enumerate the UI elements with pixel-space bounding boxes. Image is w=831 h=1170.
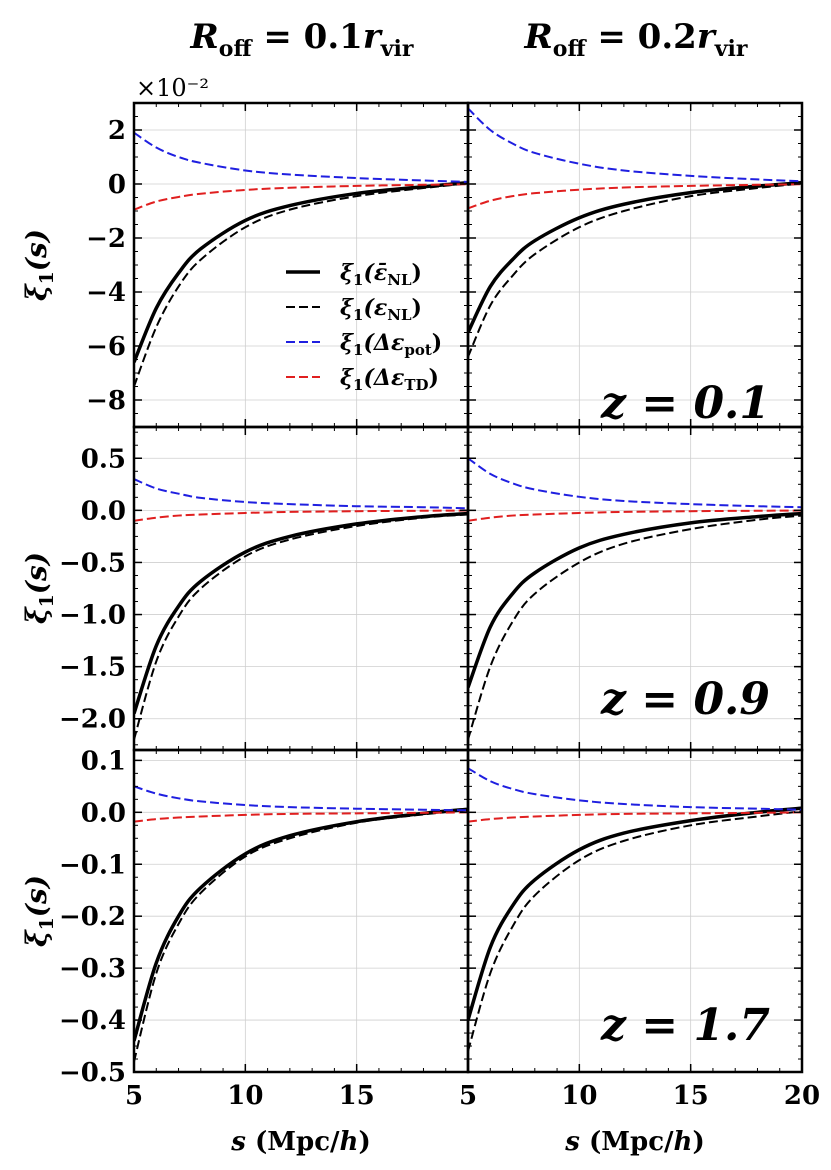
y-tick-label: −0.4 — [59, 1006, 126, 1036]
y-tick-label: −0.3 — [59, 954, 126, 984]
series-line — [468, 767, 802, 811]
redshift-label-row2: z = 0.9 — [600, 674, 770, 725]
y-axis-label-row3: ξ1(s) — [20, 875, 58, 947]
series-line — [468, 806, 802, 1021]
x-axis-label-col2: s (Mpc/h) — [564, 1127, 705, 1157]
redshift-label-row1: z = 0.1 — [600, 378, 770, 429]
series-line — [134, 807, 468, 1042]
series-line — [468, 811, 802, 823]
y-offset-text: ×10⁻² — [136, 74, 209, 102]
y-tick-label: 0.0 — [81, 496, 126, 526]
y-tick-label: −1.5 — [59, 653, 126, 683]
y-tick-label: −0.2 — [59, 902, 126, 932]
series-line — [134, 785, 468, 812]
series-line — [134, 811, 468, 823]
y-tick-label: −1.0 — [59, 601, 126, 631]
legend-label: ξ1(εNL) — [340, 295, 422, 324]
series-line — [468, 107, 802, 183]
series-group — [134, 785, 468, 1062]
y-tick-label: 0.5 — [81, 444, 126, 474]
series-line — [134, 509, 468, 522]
series-line — [468, 183, 802, 210]
y-tick-label: 2 — [108, 116, 126, 146]
y-tick-label: −0.1 — [59, 850, 126, 880]
series-line — [468, 810, 802, 1052]
legend-label: ξ1(Δεpot) — [340, 330, 442, 359]
x-tick-label: 10 — [561, 1081, 597, 1111]
panel-row1-col2 — [466, 101, 804, 429]
y-tick-label: −0.5 — [59, 1058, 126, 1088]
panel-frame — [132, 748, 470, 1074]
legend-label: ξ1(ε̄NL) — [340, 260, 422, 289]
series-line — [134, 511, 468, 715]
x-tick-label: 15 — [339, 1081, 375, 1111]
panel-row2-col1: −2.0 −1.5 −1.0 −0.5 0.0 0.5 — [59, 425, 470, 752]
column-title-2: Roff = 0.2rvir — [524, 17, 748, 62]
series-group — [134, 131, 468, 387]
series-group — [134, 478, 468, 740]
series-line — [134, 513, 468, 740]
series-line — [468, 457, 802, 509]
panel-row3-col2: 5 10 15 20 — [459, 748, 820, 1111]
legend: ξ1(ε̄NL) ξ1(εNL) ξ1(Δεpot) ξ1(ΔεTD) — [286, 260, 442, 394]
y-tick-label: −8 — [86, 386, 126, 416]
y-axis-label-row1: ξ1(s) — [20, 229, 58, 301]
series-line — [468, 514, 802, 740]
x-tick-label: 5 — [125, 1081, 143, 1111]
x-tick-label: 5 — [459, 1081, 477, 1111]
x-axis-label-col1: s (Mpc/h) — [230, 1127, 371, 1157]
y-axis-label-row2: ξ1(s) — [20, 552, 58, 624]
x-tick-label: 20 — [784, 1081, 820, 1111]
series-line — [134, 809, 468, 1062]
x-tick-label: 15 — [673, 1081, 709, 1111]
x-tick-label: 10 — [227, 1081, 263, 1111]
y-tick-label: 0 — [108, 170, 126, 200]
legend-label: ξ1(ΔεTD) — [340, 365, 439, 394]
series-line — [468, 509, 802, 522]
series-group — [468, 107, 802, 358]
y-tick-label: −2 — [86, 224, 126, 254]
panel-frame — [466, 748, 804, 1074]
column-title-1: Roff = 0.1rvir — [190, 17, 414, 62]
series-line — [468, 180, 802, 334]
series-line — [134, 131, 468, 183]
series-group — [468, 457, 802, 740]
series-line — [134, 180, 468, 363]
y-tick-label: −6 — [86, 332, 126, 362]
series-line — [468, 182, 802, 358]
series-line — [468, 511, 802, 689]
panel-row3-col1: −0.5 −0.4 −0.3 −0.2 −0.1 0.0 0.1 5 10 15 — [59, 746, 470, 1111]
panel-row1-col1: −8 −6 −4 −2 0 2 — [86, 101, 470, 429]
y-tick-label: 0.0 — [81, 798, 126, 828]
y-tick-label: −0.5 — [59, 548, 126, 578]
y-tick-label: −2.0 — [59, 705, 126, 735]
y-tick-label: 0.1 — [81, 746, 126, 776]
series-line — [134, 182, 468, 387]
series-group — [468, 767, 802, 1052]
series-line — [134, 183, 468, 211]
series-line — [134, 478, 468, 510]
redshift-label-row3: z = 1.7 — [600, 1000, 770, 1051]
y-tick-label: −4 — [86, 278, 126, 308]
panel-frame — [132, 425, 470, 752]
